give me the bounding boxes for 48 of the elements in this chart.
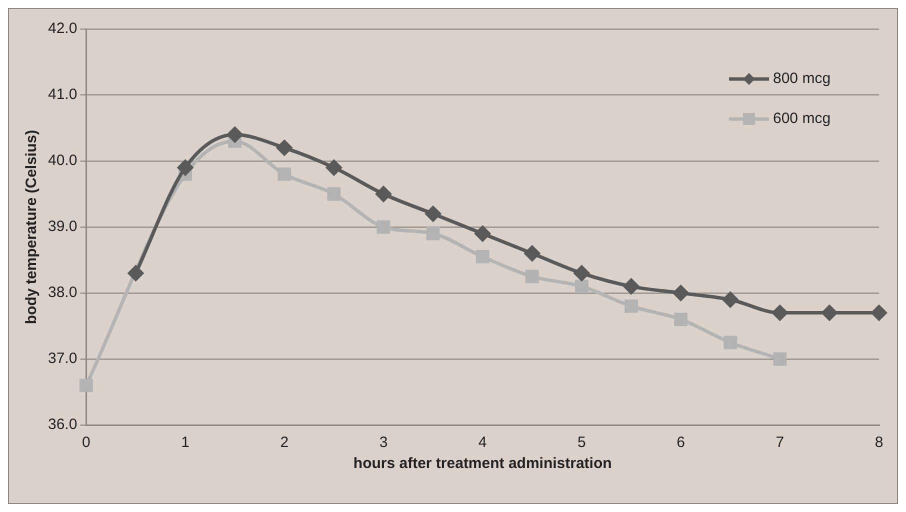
x-tick-label: 3 <box>379 434 388 452</box>
point <box>326 160 342 176</box>
point <box>79 378 93 392</box>
point <box>773 352 787 366</box>
x-axis-title: hours after treatment administration <box>353 455 612 472</box>
point <box>227 126 243 142</box>
x-tick-label: 0 <box>82 434 90 452</box>
point <box>724 336 738 350</box>
y-tick-label: 41.0 <box>48 86 78 104</box>
x-tick-label: 1 <box>181 434 190 452</box>
y-tick-label: 40.0 <box>48 152 78 170</box>
point <box>674 312 688 326</box>
x-tick-label: 4 <box>478 434 487 452</box>
point <box>376 220 390 234</box>
point <box>327 187 341 201</box>
point <box>426 226 440 240</box>
x-tick-label: 6 <box>676 434 685 452</box>
point <box>624 278 639 294</box>
point <box>128 265 144 281</box>
point <box>178 160 194 176</box>
point <box>574 265 590 281</box>
point <box>722 292 738 308</box>
point <box>425 206 441 222</box>
point <box>624 300 638 313</box>
point <box>276 140 292 156</box>
point <box>575 280 588 294</box>
point <box>278 168 292 181</box>
y-tick-label: 38.0 <box>48 284 78 302</box>
point <box>524 246 540 262</box>
point <box>772 305 788 321</box>
y-tick-label: 37.0 <box>48 350 78 368</box>
x-tick-label: 8 <box>874 434 884 452</box>
x-tick-label: 2 <box>280 434 289 452</box>
point <box>474 226 490 242</box>
y-tick-label: 42.0 <box>48 20 78 38</box>
point <box>476 250 490 264</box>
y-tick-label: 39.0 <box>48 218 78 236</box>
point <box>525 270 539 284</box>
point <box>376 186 392 202</box>
y-axis-title: body temperature (Celsius) <box>23 130 40 324</box>
point <box>871 305 887 321</box>
x-tick-label: 7 <box>776 434 784 452</box>
legend-label: 800 mcg <box>773 70 831 88</box>
x-tick-label: 5 <box>578 434 586 452</box>
legend-label: 600 mcg <box>773 110 831 128</box>
y-tick-label: 36.0 <box>48 416 78 434</box>
point <box>822 305 838 321</box>
point <box>673 285 689 301</box>
